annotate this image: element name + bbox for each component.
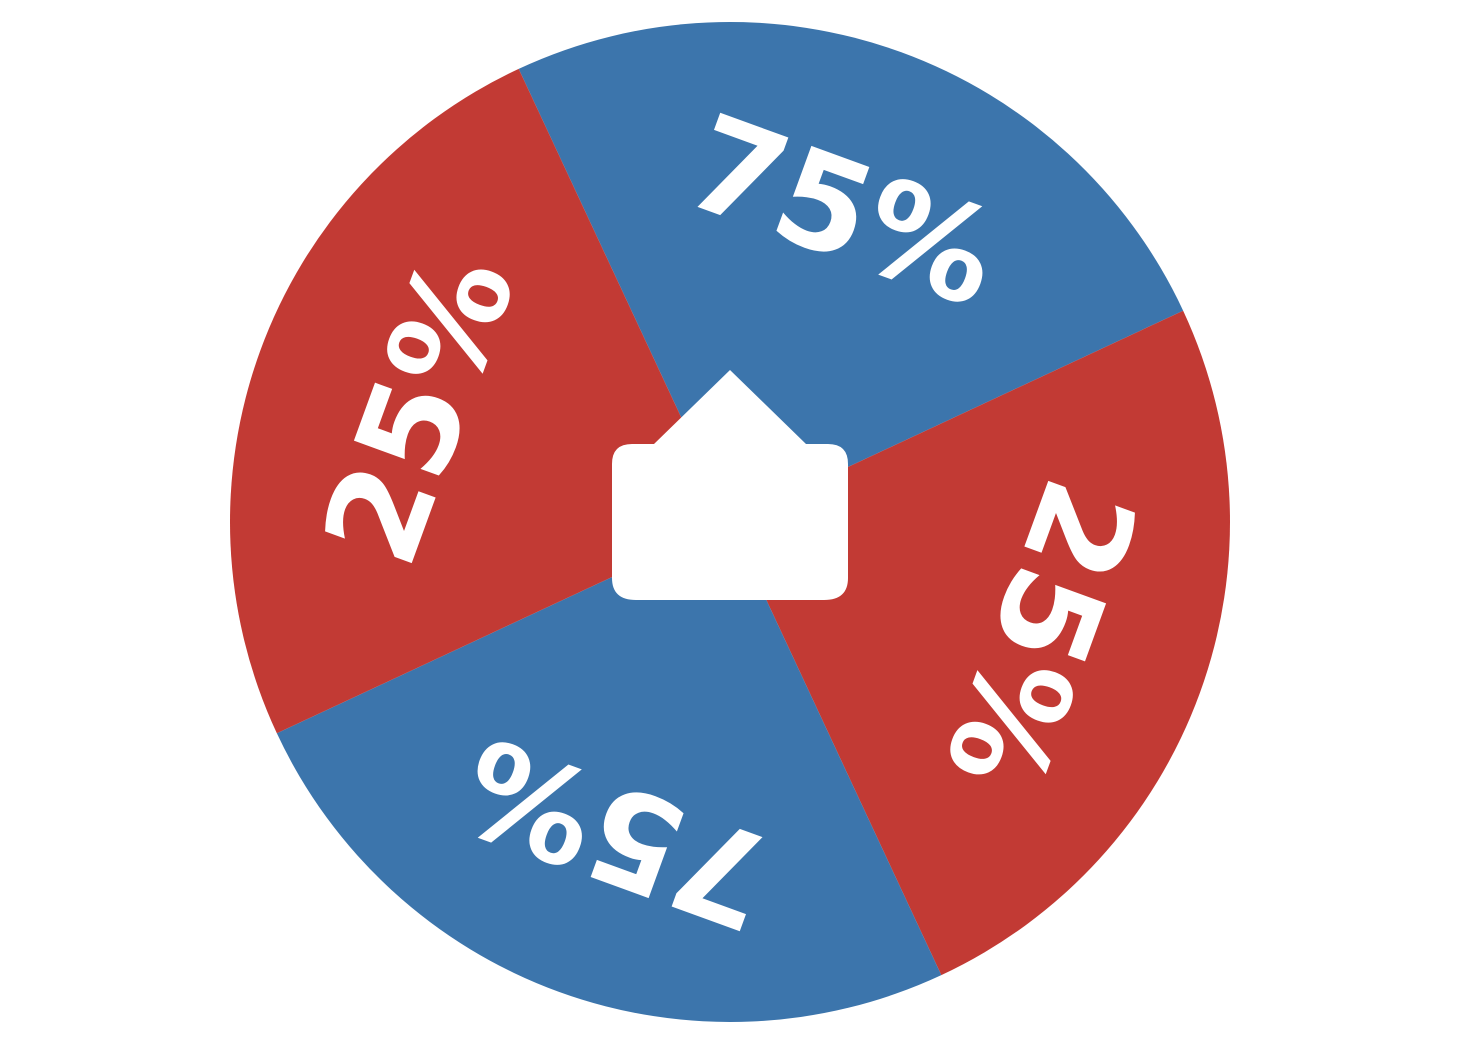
wheel-segment-4 [230,68,730,734]
spin-pointer-button[interactable] [612,370,848,600]
wheel-segment-2 [730,310,1230,976]
wheel-segments [230,21,1230,1023]
wheel-segment-1 [518,21,1184,522]
wheel-segment-3 [276,522,942,1023]
